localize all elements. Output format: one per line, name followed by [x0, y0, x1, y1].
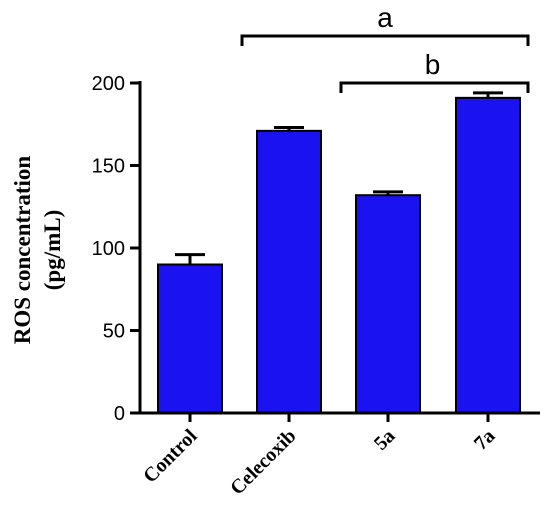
x-tick-label-5a: 5a	[370, 425, 400, 455]
y-tick-label-200: 200	[92, 73, 125, 95]
x-tick-label-7a: 7a	[470, 425, 500, 455]
y-axis-label: ROS concentration (pg/mL)	[10, 156, 65, 345]
y-axis-label-line2: (pg/mL)	[40, 210, 65, 291]
y-tick-label-100: 100	[92, 238, 125, 260]
y-tick-label-50: 50	[103, 321, 125, 343]
bar-7a	[455, 96, 521, 414]
significance-label-a: a	[377, 2, 393, 33]
error-bars-layer	[175, 91, 503, 265]
x-ticks-layer: Control Celecoxib 5a 7a	[139, 413, 500, 499]
significance-layer: ab	[240, 2, 530, 93]
bars-layer	[157, 96, 521, 414]
y-tick-label-150: 150	[92, 156, 125, 178]
y-tick-label-0: 0	[114, 403, 125, 425]
significance-bracket-a	[240, 34, 530, 46]
y-axis-label-line1: ROS concentration	[10, 156, 35, 345]
bar-control	[157, 263, 223, 414]
significance-bracket-b	[339, 81, 530, 93]
x-tick-label-celecoxib: Celecoxib	[226, 425, 300, 499]
bar-5a	[355, 194, 421, 414]
significance-label-b: b	[425, 49, 441, 80]
y-ticks-layer: 0 50 100 150 200	[92, 73, 140, 425]
bar-celecoxib	[256, 129, 322, 414]
x-tick-label-control: Control	[139, 425, 202, 488]
